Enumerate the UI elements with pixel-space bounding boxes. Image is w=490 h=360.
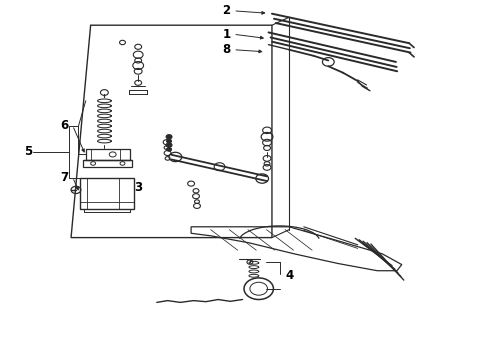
Text: 2: 2 bbox=[222, 4, 230, 17]
Circle shape bbox=[166, 143, 172, 147]
Circle shape bbox=[167, 148, 172, 151]
Bar bbox=[86, 149, 130, 160]
Text: 7: 7 bbox=[61, 171, 69, 184]
Text: 3: 3 bbox=[135, 181, 143, 194]
Circle shape bbox=[166, 135, 172, 139]
Text: 6: 6 bbox=[61, 119, 69, 132]
Bar bbox=[80, 178, 134, 209]
Text: 4: 4 bbox=[285, 269, 293, 282]
Circle shape bbox=[167, 139, 172, 143]
Bar bbox=[83, 160, 132, 167]
Text: 8: 8 bbox=[222, 43, 230, 56]
Text: 1: 1 bbox=[222, 28, 230, 41]
Text: 5: 5 bbox=[24, 145, 32, 158]
